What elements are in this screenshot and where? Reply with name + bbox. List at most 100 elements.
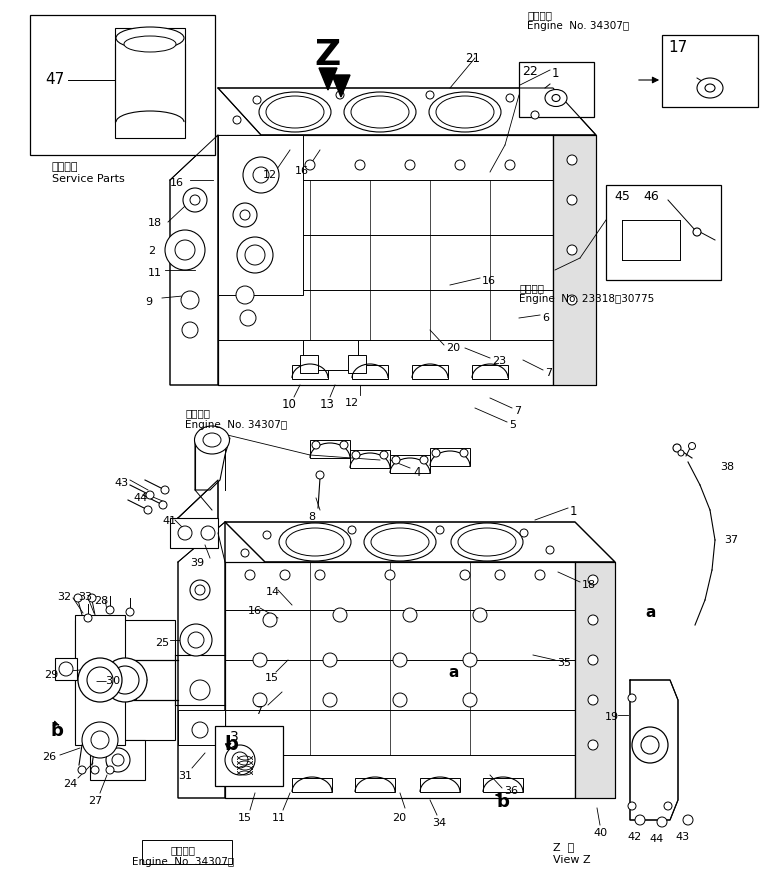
Ellipse shape xyxy=(344,92,416,132)
Text: 1: 1 xyxy=(552,67,560,80)
Text: 22: 22 xyxy=(522,65,538,78)
Text: 15: 15 xyxy=(238,813,252,823)
Circle shape xyxy=(181,291,199,309)
Circle shape xyxy=(567,195,577,205)
Text: 40: 40 xyxy=(593,828,607,838)
Ellipse shape xyxy=(458,528,516,556)
Text: 35: 35 xyxy=(557,658,571,668)
Circle shape xyxy=(103,658,147,702)
Text: a: a xyxy=(645,605,655,620)
Text: 5: 5 xyxy=(509,420,516,430)
Ellipse shape xyxy=(195,426,229,454)
Circle shape xyxy=(393,653,407,667)
Circle shape xyxy=(240,210,250,220)
Circle shape xyxy=(161,486,169,494)
Text: 11: 11 xyxy=(272,813,286,823)
Circle shape xyxy=(59,662,73,676)
Circle shape xyxy=(683,815,693,825)
Circle shape xyxy=(426,91,434,99)
Text: 13: 13 xyxy=(320,398,335,411)
Ellipse shape xyxy=(116,27,184,49)
Circle shape xyxy=(280,570,290,580)
Circle shape xyxy=(460,449,468,457)
Circle shape xyxy=(232,752,248,768)
Text: 補給専用: 補給専用 xyxy=(52,162,78,172)
Circle shape xyxy=(253,693,267,707)
Bar xyxy=(90,740,145,780)
Text: b: b xyxy=(224,735,238,754)
Text: 7: 7 xyxy=(255,706,262,716)
Circle shape xyxy=(253,167,269,183)
Polygon shape xyxy=(225,522,615,562)
Bar xyxy=(483,778,523,792)
Text: 適用号機: 適用号機 xyxy=(185,408,210,418)
Text: 47: 47 xyxy=(45,72,65,87)
Text: 28: 28 xyxy=(94,596,108,606)
Text: 31: 31 xyxy=(178,771,192,781)
Text: 26: 26 xyxy=(42,752,56,762)
Ellipse shape xyxy=(451,523,523,561)
Circle shape xyxy=(336,91,344,99)
Text: 17: 17 xyxy=(668,40,687,55)
Circle shape xyxy=(178,526,192,540)
Circle shape xyxy=(463,693,477,707)
Text: 44: 44 xyxy=(650,834,664,844)
Circle shape xyxy=(567,155,577,165)
Circle shape xyxy=(405,160,415,170)
Polygon shape xyxy=(178,522,225,798)
Text: 6: 6 xyxy=(542,313,549,323)
Text: 12: 12 xyxy=(345,398,359,408)
Text: 21: 21 xyxy=(465,52,480,65)
Circle shape xyxy=(233,203,257,227)
Ellipse shape xyxy=(203,433,221,447)
Circle shape xyxy=(495,570,505,580)
Text: b: b xyxy=(50,722,63,740)
Ellipse shape xyxy=(124,36,176,52)
Ellipse shape xyxy=(351,96,409,128)
Bar xyxy=(420,778,460,792)
Polygon shape xyxy=(553,135,596,385)
Bar xyxy=(300,355,318,373)
Bar xyxy=(390,455,430,473)
Text: 1: 1 xyxy=(570,505,578,518)
Ellipse shape xyxy=(364,523,436,561)
Circle shape xyxy=(673,444,681,452)
Text: 10: 10 xyxy=(282,398,297,411)
Circle shape xyxy=(567,245,577,255)
Circle shape xyxy=(165,230,205,270)
Text: 23: 23 xyxy=(492,356,506,366)
Circle shape xyxy=(78,658,122,702)
Circle shape xyxy=(188,632,204,648)
Circle shape xyxy=(91,731,109,749)
Circle shape xyxy=(237,237,273,273)
Bar xyxy=(352,365,388,379)
Circle shape xyxy=(473,608,487,622)
Circle shape xyxy=(195,585,205,595)
Text: 14: 14 xyxy=(266,587,280,597)
Circle shape xyxy=(664,802,672,810)
Circle shape xyxy=(78,766,86,774)
Text: 適用号機: 適用号機 xyxy=(527,10,552,20)
Ellipse shape xyxy=(697,78,723,98)
Bar xyxy=(355,778,395,792)
Text: a: a xyxy=(448,665,458,680)
Text: 19: 19 xyxy=(605,712,619,722)
Text: 42: 42 xyxy=(628,832,642,842)
Circle shape xyxy=(263,613,277,627)
Bar xyxy=(472,365,508,379)
Text: 39: 39 xyxy=(190,558,204,568)
Text: 37: 37 xyxy=(724,535,738,545)
Text: 29: 29 xyxy=(44,670,58,680)
Circle shape xyxy=(305,160,315,170)
Circle shape xyxy=(233,116,241,124)
Bar xyxy=(178,710,225,745)
Circle shape xyxy=(74,594,82,602)
Bar xyxy=(55,658,77,680)
Circle shape xyxy=(506,94,514,102)
Ellipse shape xyxy=(429,92,501,132)
Text: —30: —30 xyxy=(95,676,120,686)
Circle shape xyxy=(240,310,256,326)
Polygon shape xyxy=(622,220,680,260)
Text: 8: 8 xyxy=(308,512,315,522)
Bar xyxy=(115,28,185,138)
